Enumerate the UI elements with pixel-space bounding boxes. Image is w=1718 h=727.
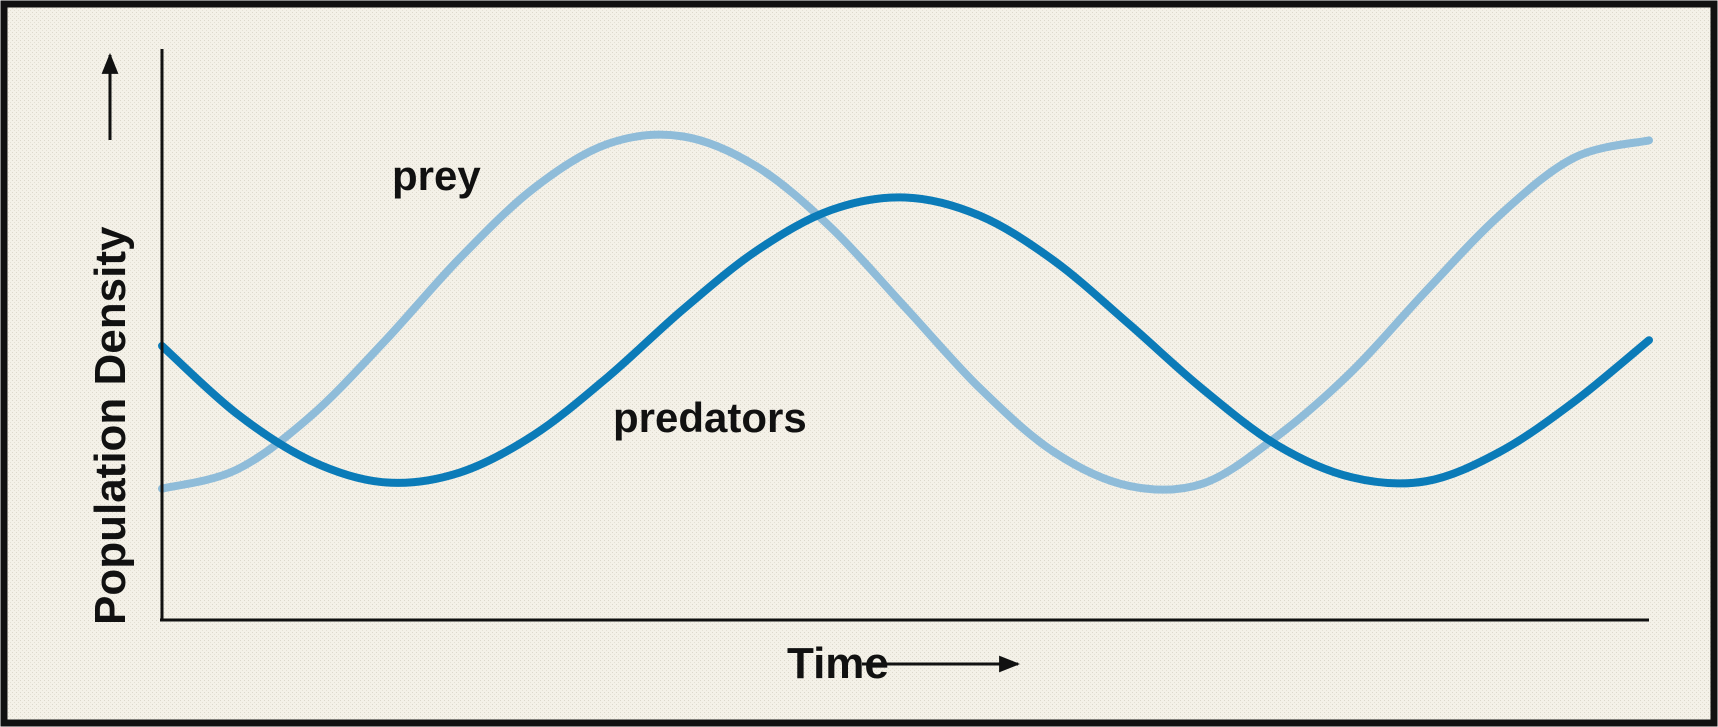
- series-label: prey: [392, 152, 481, 199]
- series-line: [158, 130, 1653, 494]
- series-line: [158, 193, 1653, 488]
- series-label: predators: [613, 394, 807, 441]
- plot-area: [158, 130, 1653, 494]
- y-axis-label: Population Density: [86, 226, 135, 625]
